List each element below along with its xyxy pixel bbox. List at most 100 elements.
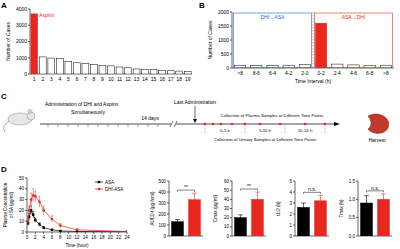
bar (116, 67, 123, 74)
dose-tick (108, 124, 109, 127)
sample-dot (279, 123, 282, 126)
arrow-head (193, 119, 197, 123)
marker (28, 209, 31, 212)
dose-tick (48, 124, 49, 127)
y-axis-label: AUC0-t (μg·h/ml) (150, 191, 155, 226)
y-tick-label: 40 (19, 186, 25, 191)
error-cap (364, 195, 369, 196)
bars (235, 192, 264, 236)
x-tick-label: 6-8 (366, 70, 373, 76)
x-tick (118, 232, 119, 234)
diagram-text: 10-24 h (298, 128, 313, 133)
y-tick-label: 3 (289, 201, 292, 206)
y-tick (167, 225, 169, 226)
y-axis (169, 181, 170, 236)
error-bar (77, 229, 78, 231)
annotation: n.s. (308, 186, 316, 192)
error-bar (60, 223, 61, 227)
bar (252, 199, 264, 236)
legend-marker (98, 188, 101, 191)
error-bar (31, 193, 32, 206)
bar (73, 63, 80, 74)
y-tick (293, 214, 295, 215)
series (27, 189, 127, 232)
dose-tick (68, 124, 69, 127)
bar (56, 59, 63, 74)
diagram-text: Harvest (368, 137, 386, 143)
x-tick-label: 8 (93, 76, 96, 82)
x-tick-label: >8 (383, 70, 389, 76)
y-tick-label: 30 (19, 197, 25, 202)
marker (51, 218, 54, 221)
annotation: ASA→DHI (342, 14, 366, 20)
error-bar (43, 227, 44, 229)
x-tick-label: 12 (74, 235, 80, 240)
bar (184, 71, 191, 74)
figure: ABCD01000200030004000Number of Cases1234… (0, 0, 400, 249)
x-tick-label: 2 (41, 76, 44, 82)
marker (38, 200, 41, 203)
bar (108, 66, 115, 74)
error-cap (39, 222, 41, 223)
error-cap (192, 193, 197, 194)
error-bar (39, 196, 40, 207)
y-tick-label: 500 (221, 51, 230, 57)
legend-marker (98, 181, 100, 183)
error-cap (381, 193, 386, 194)
y-axis-label: Plasma Concentration (3, 182, 8, 227)
diagram-text: Collection of Urinary Samples at Differe… (214, 137, 316, 142)
y-tick (25, 221, 27, 222)
y-tick-label: 300 (158, 201, 166, 206)
arrow-head (334, 122, 340, 126)
x-tick-label: 16 (159, 76, 165, 82)
panel-label: A (1, 1, 7, 10)
y-tick-label: 4000 (16, 6, 27, 12)
x-tick-label: 10 (108, 76, 114, 82)
annotation: ** (184, 184, 188, 190)
marker (126, 231, 127, 232)
x-tick-label: 14 (83, 235, 89, 240)
x-tick-label: 12 (125, 76, 131, 82)
x-tick-label: >8 (237, 70, 243, 76)
y-tick (293, 225, 295, 226)
error-bar (177, 220, 178, 222)
diagram: Administration of DHI and AspirinSimulta… (4, 99, 389, 143)
x-tick (35, 232, 36, 234)
interval-divider (245, 126, 246, 134)
error-bar (303, 203, 304, 207)
bar (189, 200, 201, 236)
bar (82, 64, 89, 74)
bar (172, 222, 184, 236)
y-tick (230, 190, 232, 191)
x-tick (110, 232, 111, 234)
y-tick (167, 214, 169, 215)
x-tick-label: 24 (124, 235, 130, 240)
bar (235, 218, 247, 236)
bar (133, 69, 140, 74)
error-cap (27, 221, 29, 222)
y-tick (293, 236, 295, 237)
y-tick (167, 203, 169, 204)
sample-dot (244, 123, 247, 126)
x-tick-label: 14 (142, 76, 148, 82)
x-tick (127, 232, 128, 234)
error-bar (43, 206, 44, 215)
y-tick (230, 208, 232, 209)
y-tick (167, 181, 169, 182)
x-tick-label: 20 (108, 235, 114, 240)
y-tick-label: 2 (289, 212, 292, 217)
annotation: ** (247, 183, 251, 189)
marker (30, 198, 33, 201)
x-tick (68, 232, 69, 234)
y-tick-label: 0 (226, 234, 229, 239)
interval-divider (285, 126, 286, 134)
bar (298, 207, 310, 236)
error-bar (33, 189, 34, 202)
y-tick-label: 1000 (218, 37, 229, 43)
dose-tick (98, 124, 99, 127)
error-cap (43, 206, 45, 207)
x-axis-label: Time Interval (h) (295, 78, 332, 84)
marker (59, 230, 61, 232)
sample-dot (204, 123, 207, 126)
x-tick-label: 11 (117, 76, 122, 82)
